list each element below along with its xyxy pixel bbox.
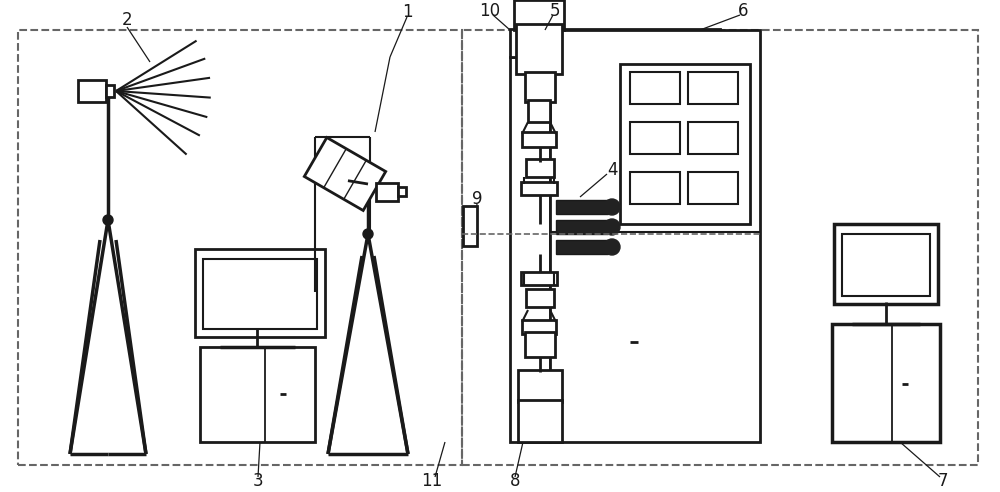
Text: 1: 1 (402, 3, 412, 21)
Bar (688, 72, 738, 104)
Bar (556, 200, 608, 214)
Bar (195, 249, 325, 337)
Text: 8: 8 (510, 472, 520, 490)
Polygon shape (304, 138, 386, 211)
Bar (462, 30, 978, 465)
Bar (106, 85, 114, 97)
Bar (521, 182, 557, 195)
Text: 7: 7 (938, 472, 948, 490)
Bar (556, 220, 608, 234)
Text: 4: 4 (608, 161, 618, 179)
Circle shape (604, 219, 620, 235)
Bar (842, 234, 930, 296)
Bar (18, 30, 462, 465)
Bar (525, 332, 555, 357)
Circle shape (604, 199, 620, 215)
Bar (510, 29, 720, 57)
Text: 2: 2 (122, 11, 132, 29)
Text: 5: 5 (550, 2, 560, 20)
Bar (516, 24, 562, 74)
Bar (203, 259, 317, 329)
Bar (630, 122, 680, 154)
Bar (200, 347, 315, 442)
Text: 10: 10 (479, 2, 501, 20)
Circle shape (103, 215, 113, 225)
Bar (556, 240, 608, 254)
Bar (78, 80, 106, 102)
Bar (522, 132, 556, 147)
Bar (510, 57, 550, 442)
Bar (550, 30, 760, 442)
Bar (525, 72, 555, 102)
Text: 11: 11 (421, 472, 443, 490)
Text: 9: 9 (472, 190, 482, 208)
Bar (526, 159, 554, 177)
Bar (834, 224, 938, 304)
Bar (620, 64, 750, 224)
Bar (688, 122, 738, 154)
Text: 6: 6 (738, 2, 748, 20)
Bar (688, 172, 738, 204)
Bar (528, 100, 550, 122)
Bar (630, 72, 680, 104)
Bar (832, 324, 940, 442)
Bar (514, 0, 564, 30)
Bar (521, 272, 557, 285)
Bar (376, 183, 398, 201)
Bar (518, 400, 562, 442)
Bar (522, 320, 556, 334)
Circle shape (604, 239, 620, 255)
Circle shape (363, 229, 373, 239)
Bar (463, 206, 477, 246)
Bar (518, 370, 562, 402)
Text: 3: 3 (253, 472, 263, 490)
Bar (630, 172, 680, 204)
Bar (526, 289, 554, 307)
Bar (398, 187, 406, 196)
